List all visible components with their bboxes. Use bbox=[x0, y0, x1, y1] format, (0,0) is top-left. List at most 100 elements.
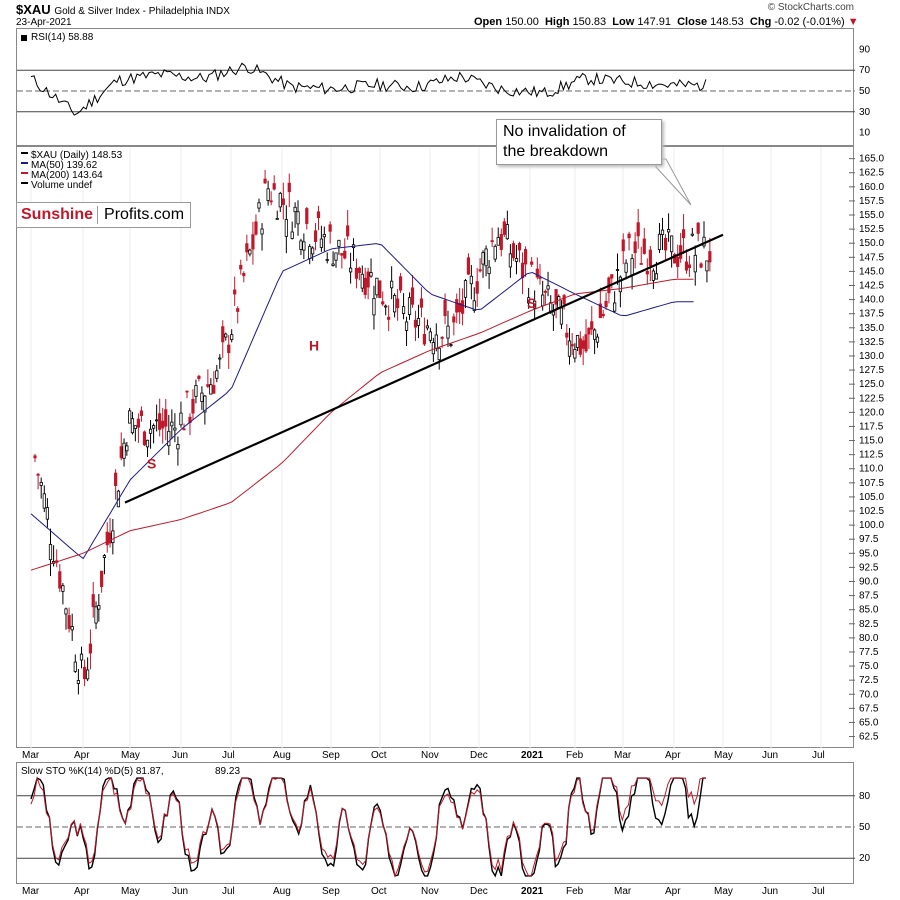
candle-body-168 bbox=[533, 300, 537, 309]
legend-swatch-2 bbox=[21, 172, 28, 174]
candle-body-192 bbox=[598, 303, 602, 319]
y-tick-label-10: 140.0 bbox=[859, 295, 884, 306]
candle-body-136 bbox=[437, 347, 441, 361]
candle-body-208 bbox=[645, 270, 649, 275]
y-tick-label-8: 145.0 bbox=[859, 266, 884, 277]
candle-body-64 bbox=[224, 333, 228, 338]
candle-body-53 bbox=[191, 398, 195, 414]
month-label-11: Feb bbox=[566, 750, 584, 761]
candle-body-108 bbox=[354, 267, 359, 279]
y-tick-label-11: 137.5 bbox=[859, 309, 884, 320]
y-tick-label-3: 157.5 bbox=[859, 196, 884, 207]
sto-d-line bbox=[30, 776, 706, 878]
candle-body-85 bbox=[287, 182, 291, 193]
candle-body-122 bbox=[396, 298, 400, 309]
candle-body-178 bbox=[559, 307, 564, 325]
y-tick-label-17: 122.5 bbox=[859, 393, 884, 404]
candle-body-12 bbox=[70, 626, 74, 631]
candle-body-228 bbox=[705, 260, 709, 272]
candle-body-120 bbox=[390, 280, 394, 289]
legend-item-0: $XAU (Daily) 148.53 bbox=[31, 150, 123, 161]
y-tick-label-5: 152.5 bbox=[859, 224, 884, 235]
y-tick-label-12: 135.0 bbox=[859, 323, 884, 334]
candle-body-229 bbox=[708, 251, 712, 263]
close-value: 148.53 bbox=[710, 16, 744, 28]
candle-body-153 bbox=[487, 266, 491, 275]
candle-body-112 bbox=[366, 271, 370, 288]
candle-body-72 bbox=[248, 249, 252, 255]
month-label-10: 2021 bbox=[521, 750, 544, 761]
sto-panel: 80 50 20 Slow STO %K(14) %D(5) 81.87, 89.23 bbox=[16, 762, 871, 884]
candle-body-144 bbox=[460, 300, 465, 314]
month-label-2: May bbox=[121, 886, 140, 897]
candle-body-141 bbox=[452, 316, 456, 323]
candle-body-30 bbox=[122, 442, 126, 459]
month-label-0: Mar bbox=[22, 750, 40, 761]
candle-body-59 bbox=[209, 384, 213, 395]
month-label-13: Apr bbox=[665, 886, 681, 897]
rsi-legend-swatch bbox=[21, 35, 27, 41]
candle-body-223 bbox=[690, 233, 694, 236]
candle-body-135 bbox=[434, 334, 438, 349]
candle-body-80 bbox=[272, 183, 276, 190]
candle-body-209 bbox=[648, 249, 652, 267]
month-label-5: Aug bbox=[273, 886, 291, 897]
candle-body-104 bbox=[343, 250, 347, 259]
candle-body-167 bbox=[530, 261, 534, 265]
candle-body-143 bbox=[458, 302, 462, 313]
high-value: 150.83 bbox=[572, 16, 607, 28]
y-tick-label-37: 72.5 bbox=[859, 675, 879, 686]
candle-body-82 bbox=[278, 192, 282, 208]
candle-body-132 bbox=[425, 325, 430, 329]
candle-body-198 bbox=[615, 269, 620, 272]
high-label: High bbox=[544, 16, 570, 28]
month-label-12: Mar bbox=[614, 750, 632, 761]
month-label-10: 2021 bbox=[521, 886, 544, 897]
candle-body-177 bbox=[557, 296, 561, 308]
candle-body-35 bbox=[136, 418, 140, 428]
candle-body-130 bbox=[419, 298, 424, 308]
candle-body-20 bbox=[94, 606, 98, 624]
month-label-12: Mar bbox=[614, 886, 632, 897]
candle-body-32 bbox=[128, 410, 132, 424]
candle-body-79 bbox=[269, 200, 273, 203]
candle-body-219 bbox=[679, 245, 683, 259]
candle-body-184 bbox=[575, 334, 580, 348]
candle-body-89 bbox=[299, 240, 303, 250]
candle-body-202 bbox=[627, 233, 631, 239]
month-label-5: Aug bbox=[273, 750, 291, 761]
month-label-2: May bbox=[121, 750, 140, 761]
candle-body-57 bbox=[203, 395, 207, 413]
candle-body-162 bbox=[514, 258, 519, 262]
candle-body-148 bbox=[472, 300, 476, 311]
candle-body-139 bbox=[446, 325, 450, 339]
y-tick-label-28: 95.0 bbox=[859, 548, 879, 559]
candle-body-115 bbox=[375, 277, 379, 296]
sunshine-profits-logo: Sunshine Profits.com bbox=[16, 202, 192, 228]
candle-body-14 bbox=[76, 680, 80, 684]
candle-body-87 bbox=[293, 206, 297, 213]
open-value: 150.00 bbox=[505, 16, 539, 28]
candle-body-9 bbox=[61, 585, 65, 592]
candle-body-44 bbox=[164, 409, 168, 427]
y-tick-label-7: 147.5 bbox=[859, 252, 884, 263]
month-label-1: Apr bbox=[74, 750, 90, 761]
y-tick-label-33: 82.5 bbox=[859, 619, 879, 630]
candle-body-140 bbox=[449, 344, 453, 346]
candle-body-81 bbox=[275, 217, 279, 220]
candle-body-171 bbox=[541, 294, 545, 307]
index-name: Gold & Silver Index - Philadelphia INDX bbox=[54, 6, 230, 17]
candle-body-164 bbox=[520, 262, 525, 279]
candle-body-2 bbox=[39, 481, 43, 486]
y-tick-label-32: 85.0 bbox=[859, 605, 879, 616]
candle-body-151 bbox=[481, 252, 485, 265]
candle-body-74 bbox=[254, 221, 258, 235]
rsi-panel: 90 70 50 30 10 RSI(14) 58.88 bbox=[16, 28, 871, 146]
candle-body-99 bbox=[328, 224, 332, 232]
candle-body-124 bbox=[401, 306, 406, 314]
logo-part-b: Profits.com bbox=[104, 206, 185, 223]
candle-body-45 bbox=[167, 430, 171, 447]
candle-body-216 bbox=[670, 235, 674, 253]
candle-body-22 bbox=[100, 570, 104, 587]
y-tick-label-0: 165.0 bbox=[859, 154, 884, 165]
